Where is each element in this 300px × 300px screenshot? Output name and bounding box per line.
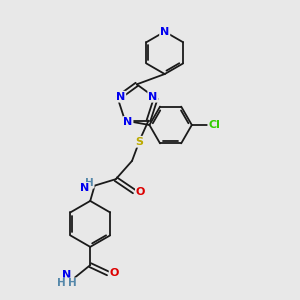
- Text: O: O: [110, 268, 119, 278]
- Text: Cl: Cl: [208, 120, 220, 130]
- Text: N: N: [123, 117, 133, 127]
- Text: H: H: [68, 278, 76, 288]
- Text: O: O: [136, 187, 145, 196]
- Text: N: N: [80, 183, 89, 193]
- Text: N: N: [116, 92, 125, 102]
- Text: S: S: [136, 137, 144, 147]
- Text: N: N: [62, 270, 71, 280]
- Text: H: H: [85, 178, 94, 188]
- Text: N: N: [160, 27, 169, 37]
- Text: N: N: [148, 92, 158, 102]
- Text: H: H: [57, 278, 66, 288]
